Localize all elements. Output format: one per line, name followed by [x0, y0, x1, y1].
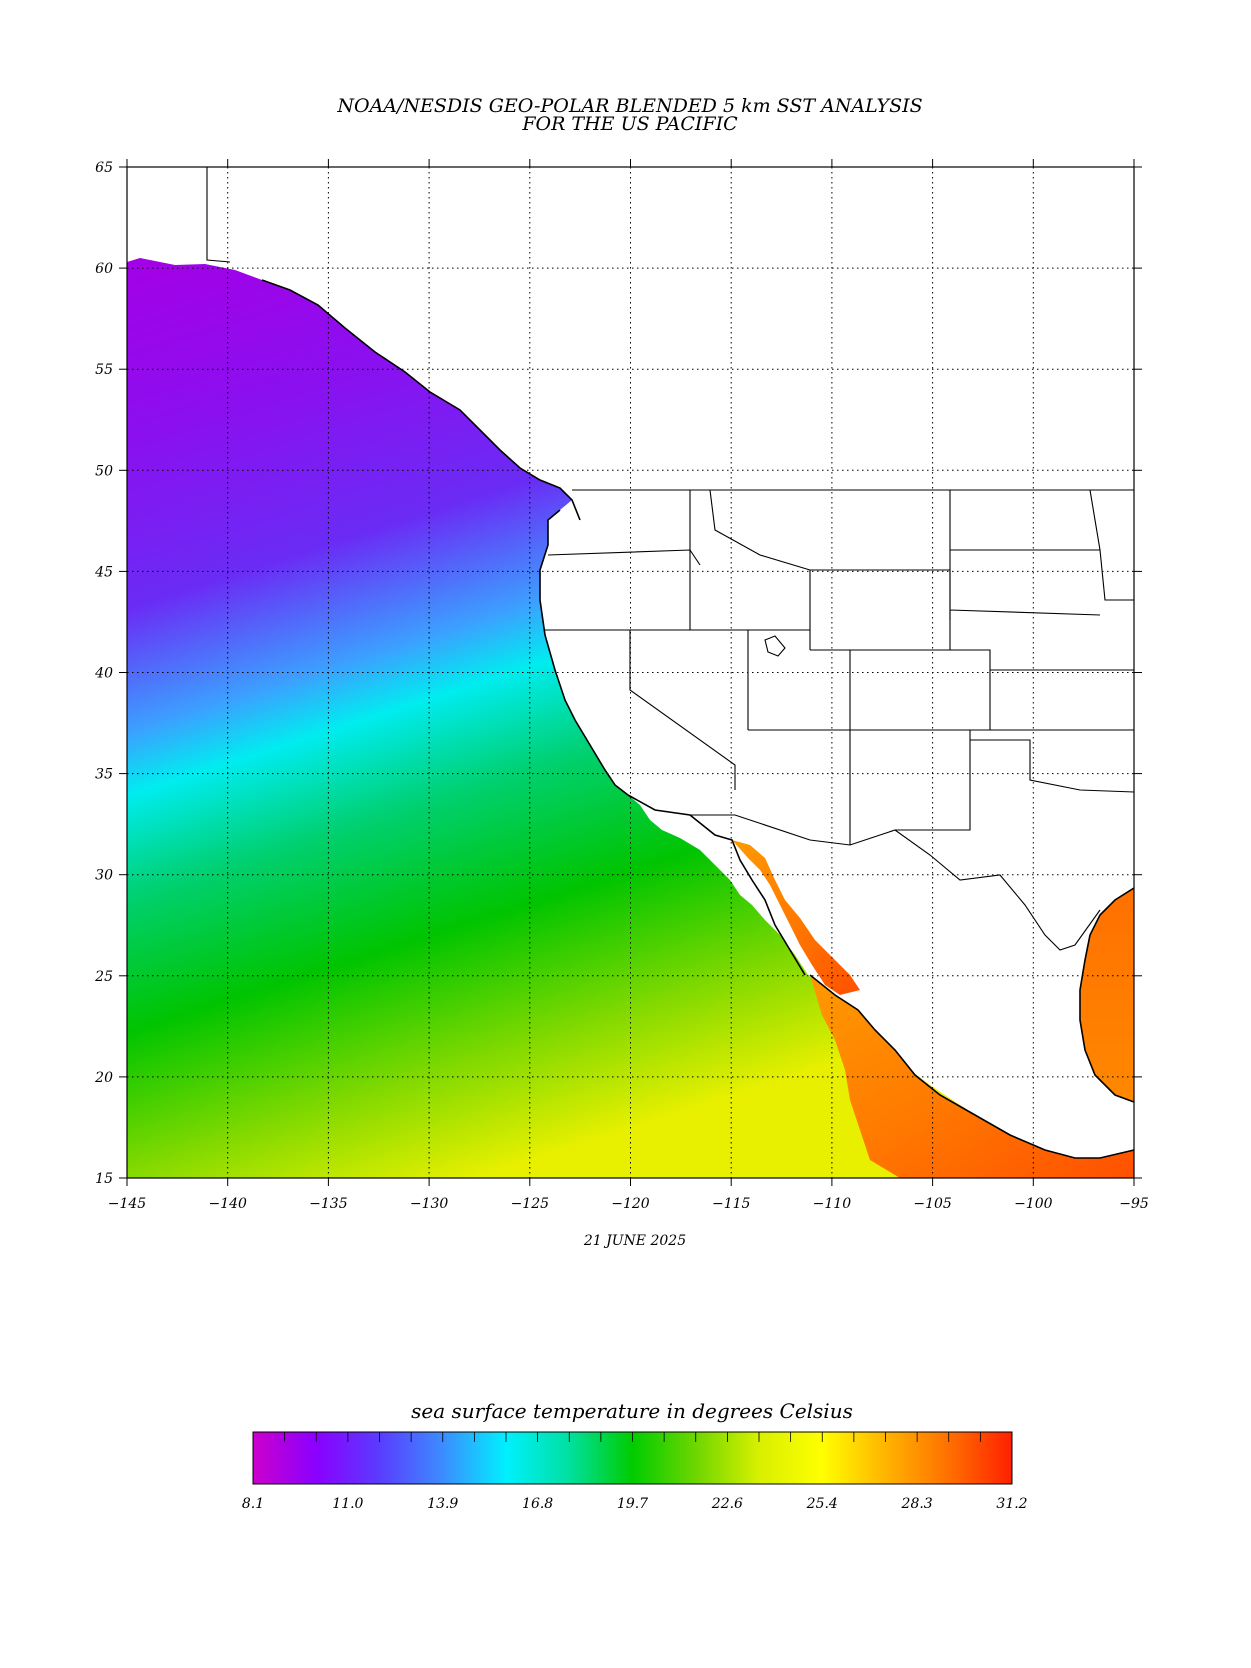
lon-tick-label: −135 — [309, 1196, 348, 1212]
axis-ticks: −145 −140 −135 −130 −125 −120 −115 −110 −105 −100… — [94, 159, 1149, 1212]
graticule — [127, 167, 1134, 1178]
colorbar-label: 25.4 — [806, 1496, 838, 1512]
colorbar-label: 31.2 — [996, 1496, 1027, 1512]
wyoming-box — [810, 569, 951, 651]
dakotas-border — [949, 490, 1101, 620]
analysis-date: 21 JUNE 2025 — [583, 1233, 686, 1249]
nebraska-kansas-border — [990, 669, 1134, 731]
colorbar-label: 16.8 — [522, 1496, 553, 1512]
lon-tick-label: −120 — [611, 1196, 650, 1212]
lon-tick-label: −140 — [208, 1196, 247, 1212]
oklahoma-texas-border — [970, 739, 1135, 793]
lon-tick-label: −125 — [511, 1196, 550, 1212]
land-borders — [206, 167, 1135, 1159]
gulf-of-mexico-sst — [1080, 888, 1134, 1102]
lon-tick-label: −130 — [410, 1196, 449, 1212]
lat-tick-label: 45 — [94, 564, 113, 580]
lon-tick-label: −95 — [1119, 1196, 1149, 1212]
colorbar-label: 8.1 — [242, 1496, 264, 1512]
lat-tick-label: 40 — [94, 666, 113, 682]
sst-field — [127, 258, 1134, 1178]
lat-tick-label: 50 — [95, 463, 113, 479]
colorbar-labels: 8.1 11.0 13.9 16.8 19.7 22.6 25.4 28.3 31.2 — [242, 1496, 1028, 1512]
pacific-ocean-sst — [127, 258, 1134, 1178]
lat-tick-label: 65 — [95, 160, 113, 176]
colorado-box — [849, 649, 991, 731]
map-title-line2: FOR THE US PACIFIC — [521, 113, 738, 135]
lon-tick-label: −110 — [813, 1196, 852, 1212]
colorbar-label: 28.3 — [901, 1496, 933, 1512]
mexico-pacific-coastline — [809, 974, 1135, 1159]
lat-tick-label: 60 — [95, 261, 113, 277]
minnesota-border — [1089, 489, 1134, 601]
lon-tick-label: −115 — [712, 1196, 751, 1212]
lat-tick-label: 25 — [94, 969, 113, 985]
lat-tick-label: 30 — [95, 868, 113, 884]
great-salt-lake — [764, 635, 786, 657]
us-west-coastline — [539, 509, 629, 796]
lon-tick-label: −100 — [1014, 1196, 1053, 1212]
lat-tick-label: 20 — [94, 1070, 113, 1086]
colorbar-ticks — [284, 1432, 981, 1442]
map-frame — [126, 166, 1135, 1179]
baja-coastline — [627, 794, 806, 976]
colorbar-label: 11.0 — [332, 1496, 363, 1512]
lon-tick-label: −105 — [913, 1196, 952, 1212]
colorbar-title: sea surface temperature in degrees Celsi… — [411, 1399, 853, 1423]
alaska-bc-coastline — [261, 279, 581, 521]
lat-tick-label: 35 — [95, 767, 113, 783]
lat-tick-label: 15 — [95, 1171, 113, 1187]
washington-oregon-border — [547, 549, 701, 566]
gulf-of-california-sst — [732, 840, 860, 995]
idaho-montana-border — [709, 489, 811, 650]
colorbar-label: 22.6 — [711, 1496, 743, 1512]
alaska-canada-border — [206, 167, 231, 263]
colorbar-label: 19.7 — [617, 1496, 648, 1512]
map-title-line1: NOAA/NESDIS GEO-POLAR BLENDED 5 km SST A… — [336, 95, 922, 117]
us-mexico-border — [690, 814, 1101, 951]
nevada-california-border — [629, 630, 736, 790]
mexico-coastal-warm-sst — [810, 975, 1134, 1178]
colorbar-label: 13.9 — [427, 1496, 458, 1512]
lat-tick-label: 55 — [95, 362, 113, 378]
gulf-coastline — [1079, 887, 1135, 1103]
new-mexico-border — [895, 730, 971, 831]
lon-tick-label: −145 — [108, 1196, 147, 1212]
